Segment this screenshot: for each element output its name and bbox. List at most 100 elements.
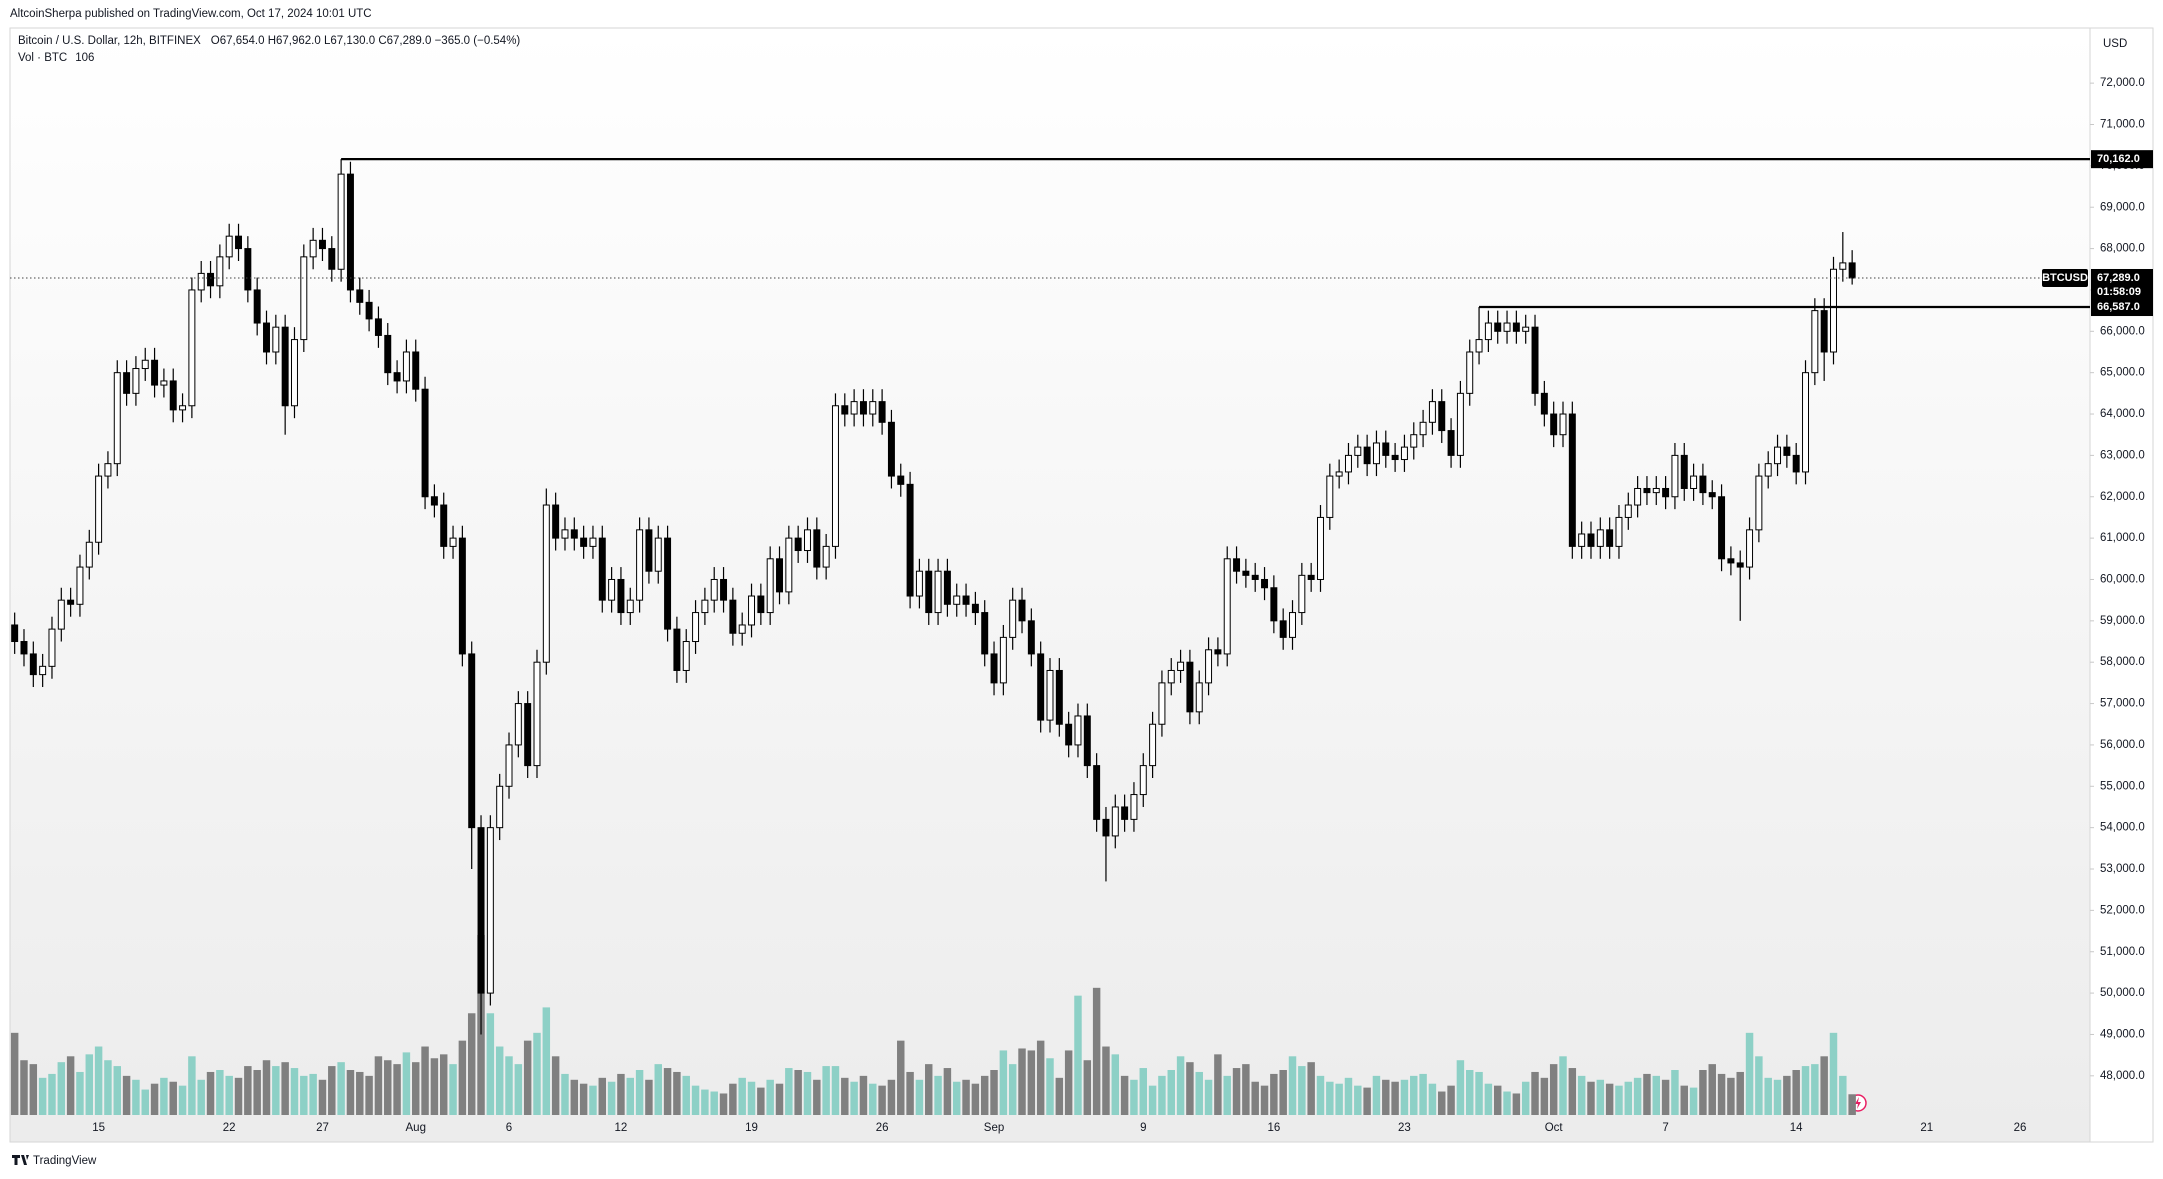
volume-bar bbox=[514, 1064, 523, 1115]
candle-body bbox=[76, 566, 84, 605]
candle-body bbox=[1540, 392, 1548, 415]
volume-bar bbox=[794, 1070, 802, 1115]
candle-body bbox=[645, 529, 653, 572]
countdown-label: 01:58:09 bbox=[2097, 286, 2141, 298]
x-tick-label: 7 bbox=[1662, 1122, 1668, 1134]
candle-body bbox=[57, 599, 65, 630]
candle-body bbox=[1764, 463, 1772, 477]
volume-bar bbox=[495, 1046, 504, 1115]
volume-bar bbox=[1102, 1046, 1110, 1115]
y-tick-label: 71,000.0 bbox=[2100, 119, 2145, 131]
candle-body bbox=[160, 380, 168, 386]
volume-bar bbox=[430, 1058, 439, 1115]
candle-body bbox=[981, 612, 989, 655]
candle-body bbox=[1009, 599, 1017, 638]
volume-bar bbox=[10, 1032, 19, 1115]
volume-bar bbox=[1792, 1070, 1800, 1115]
volume-bar bbox=[887, 1079, 896, 1115]
candle-body bbox=[1550, 413, 1558, 436]
candle-body bbox=[113, 372, 121, 465]
volume-bar bbox=[20, 1060, 28, 1115]
x-tick-label: 14 bbox=[1790, 1122, 1803, 1134]
volume-bar bbox=[1848, 1094, 1856, 1115]
candle-body bbox=[850, 401, 858, 415]
volume-bar bbox=[328, 1066, 336, 1115]
volume-bar bbox=[197, 1079, 205, 1115]
candle-body bbox=[1428, 401, 1436, 423]
x-tick-label: 26 bbox=[2014, 1122, 2027, 1134]
y-tick-label: 54,000.0 bbox=[2100, 822, 2145, 834]
candle-body bbox=[169, 380, 177, 411]
volume-bar bbox=[1167, 1070, 1175, 1115]
volume-bar bbox=[122, 1075, 131, 1115]
candle-body bbox=[1027, 620, 1035, 655]
candle-body bbox=[20, 641, 28, 655]
candle-body bbox=[878, 401, 886, 423]
volume-bar bbox=[1382, 1079, 1390, 1115]
volume-bar bbox=[635, 1070, 644, 1115]
candle-body bbox=[1690, 475, 1698, 489]
candle-body bbox=[235, 235, 243, 250]
volume-bar bbox=[1671, 1070, 1679, 1115]
x-tick-label: 16 bbox=[1267, 1122, 1280, 1134]
candle-body bbox=[1410, 434, 1418, 448]
volume-bar bbox=[1204, 1079, 1213, 1115]
candle-body bbox=[123, 372, 131, 394]
plot-area bbox=[10, 28, 2090, 1142]
volume-bar bbox=[365, 1075, 373, 1115]
candle-body bbox=[1662, 487, 1670, 498]
candle-body bbox=[1615, 516, 1623, 547]
candle-body bbox=[151, 359, 159, 386]
volume-bar bbox=[48, 1073, 56, 1115]
candle-body bbox=[505, 744, 513, 787]
volume-bar bbox=[1438, 1091, 1446, 1115]
volume-value: 106 bbox=[75, 52, 94, 64]
candle-body bbox=[813, 529, 821, 568]
candle-body bbox=[822, 545, 830, 568]
candle-body bbox=[486, 827, 494, 994]
volume-bar bbox=[561, 1073, 569, 1115]
y-tick-label: 61,000.0 bbox=[2100, 532, 2145, 544]
volume-bar bbox=[691, 1085, 700, 1115]
candle-body bbox=[1699, 475, 1707, 494]
volume-bar bbox=[570, 1079, 579, 1115]
candle-body bbox=[1037, 653, 1045, 721]
volume-bar bbox=[1839, 1075, 1847, 1115]
candle-body bbox=[598, 537, 606, 601]
y-tick-label: 65,000.0 bbox=[2100, 367, 2145, 379]
candle-body bbox=[841, 405, 849, 415]
candle-body bbox=[1624, 504, 1632, 518]
volume-bar bbox=[785, 1068, 793, 1115]
volume-bar bbox=[1354, 1085, 1362, 1115]
volume-bar bbox=[1801, 1066, 1810, 1115]
volume-bar bbox=[1223, 1075, 1231, 1115]
x-tick-label: Sep bbox=[984, 1122, 1004, 1134]
volume-bar bbox=[579, 1083, 588, 1115]
level-tag-box bbox=[2091, 298, 2153, 317]
candle-body bbox=[1289, 612, 1296, 638]
volume-bar bbox=[1139, 1068, 1148, 1115]
volume-bar bbox=[1232, 1068, 1241, 1115]
candle-body bbox=[346, 173, 354, 291]
candle-body bbox=[216, 256, 224, 287]
volume-bar bbox=[318, 1079, 327, 1115]
candle-body bbox=[990, 653, 998, 684]
volume-bar bbox=[1214, 1054, 1222, 1115]
candle-body bbox=[962, 595, 970, 605]
volume-bar bbox=[542, 1007, 551, 1115]
volume-bar bbox=[729, 1083, 737, 1115]
candle-body bbox=[580, 537, 588, 547]
volume-bar bbox=[859, 1075, 868, 1115]
ohlc-legend: O67,654.0 H67,962.0 L67,130.0 C67,289.0 … bbox=[211, 35, 521, 47]
candle-body bbox=[673, 628, 681, 671]
volume-bar bbox=[1074, 995, 1082, 1115]
x-tick-label: 19 bbox=[745, 1122, 758, 1134]
candle-body bbox=[1046, 669, 1054, 721]
candle-body bbox=[617, 578, 625, 614]
candle-body bbox=[1298, 574, 1306, 614]
y-tick-label: 63,000.0 bbox=[2100, 449, 2145, 461]
volume-bar bbox=[1503, 1091, 1511, 1115]
candle-body bbox=[1466, 351, 1474, 394]
candle-body bbox=[402, 351, 410, 382]
candle-body bbox=[1354, 446, 1362, 456]
